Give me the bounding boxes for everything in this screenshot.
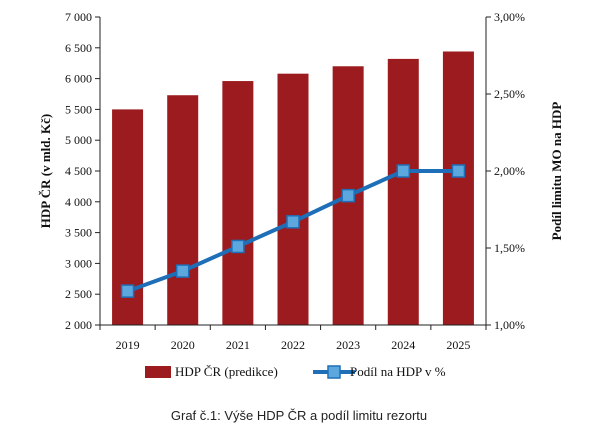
line-point-2019 (120, 284, 135, 298)
y-left-tick-label: 6 500 (65, 41, 92, 55)
y-right-tick-label: 1,00% (494, 318, 525, 332)
line-point-2025 (451, 164, 466, 178)
y-left-tick-label: 2 500 (65, 287, 92, 301)
y-right-tick-label: 2,00% (494, 164, 525, 178)
y-right-axis-title: Podíl limitu MO na HDP (549, 102, 564, 241)
line-point-2022 (286, 215, 300, 229)
y-right-tick-label: 1,50% (494, 241, 525, 255)
bar-2024 (387, 58, 419, 325)
x-tick-label: 2023 (336, 338, 360, 352)
y-right-tick-label: 3,00% (494, 10, 525, 24)
legend-marker (327, 365, 341, 379)
y-left-axis-title: HDP ČR (v mld. Kč) (38, 114, 53, 228)
y-left-tick-label: 7 000 (65, 10, 92, 24)
bar-2020 (167, 95, 199, 326)
x-tick-label: 2020 (171, 338, 195, 352)
line-point-2024 (396, 164, 411, 178)
line-point-2020 (175, 264, 190, 278)
legend-label-line: Podíl na HDP v % (350, 364, 446, 379)
x-tick-label: 2025 (446, 338, 470, 352)
y-left-tick-label: 4 500 (65, 164, 92, 178)
y-left-tick-label: 6 000 (65, 72, 92, 86)
y-left-tick-label: 5 500 (65, 102, 92, 116)
y-left-tick-label: 2 000 (65, 318, 92, 332)
x-tick-label: 2019 (116, 338, 140, 352)
bar-2022 (277, 73, 309, 325)
line-point-2021 (231, 239, 245, 254)
legend-label-bar: HDP ČR (predikce) (175, 364, 278, 379)
y-left-tick-label: 5 000 (65, 133, 92, 147)
x-tick-label: 2024 (391, 338, 415, 352)
bar-2021 (222, 81, 254, 326)
y-left-tick-label: 4 000 (65, 195, 92, 209)
bar-2025 (442, 51, 474, 325)
legend-swatch-bar (145, 366, 171, 378)
y-left-tick-label: 3 500 (65, 226, 92, 240)
y-right-tick-label: 2,50% (494, 87, 525, 101)
figure-caption: Graf č.1: Výše HDP ČR a podíl limitu rez… (170, 408, 428, 423)
x-tick-label: 2022 (281, 338, 305, 352)
y-left-tick-label: 3 000 (65, 256, 92, 270)
line-point-2023 (341, 188, 355, 203)
x-tick-label: 2021 (226, 338, 250, 352)
